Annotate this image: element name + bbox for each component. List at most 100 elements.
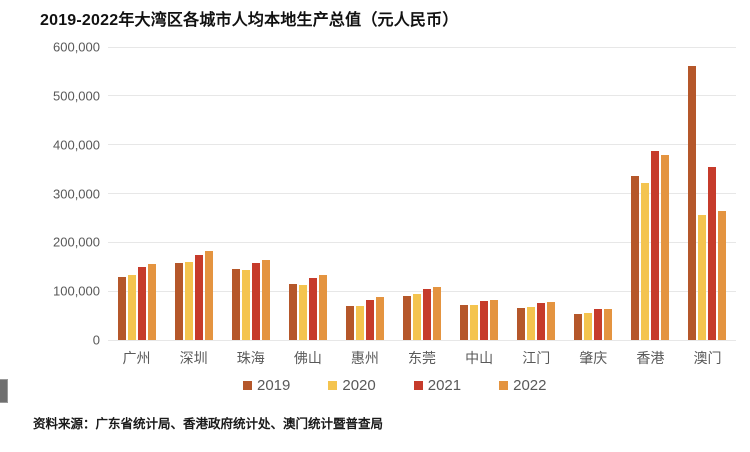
- y-tick-label: 400,000: [53, 137, 100, 153]
- y-tick-label: 300,000: [53, 186, 100, 201]
- bar-2020-惠州: [355, 305, 364, 340]
- bar-2022-广州: [147, 263, 156, 340]
- legend-swatch-icon: [499, 381, 509, 390]
- bar-group-东莞: [393, 47, 450, 340]
- y-tick-label: 100,000: [53, 283, 100, 299]
- bar-2020-广州: [127, 274, 136, 340]
- chart-legend: 2019 2020 2021 2022: [243, 377, 547, 394]
- bar-2019-澳门: [688, 65, 697, 340]
- bar-2022-中山: [490, 299, 499, 340]
- bar-2019-中山: [460, 305, 469, 340]
- bar-2021-中山: [480, 300, 489, 340]
- x-axis-label-惠州: 惠州: [350, 350, 379, 366]
- gridline: [108, 144, 736, 146]
- gridline: [108, 46, 736, 48]
- bar-2020-香港: [641, 183, 650, 340]
- gridline: [108, 95, 736, 97]
- bar-2020-深圳: [184, 261, 193, 340]
- bar-2022-香港: [661, 154, 670, 340]
- bar-2020-肇庆: [584, 313, 593, 340]
- bar-group-广州: [108, 47, 165, 340]
- bar-group-珠海: [222, 47, 279, 340]
- bar-groups: [108, 47, 736, 340]
- bar-group-澳门: [679, 47, 736, 340]
- source-note: 资料来源：广东省统计局、香港政府统计处、澳门统计暨普查局: [33, 417, 384, 431]
- y-tick-label: 0: [92, 332, 100, 348]
- bar-2019-江门: [517, 308, 526, 340]
- bar-2021-肇庆: [594, 309, 603, 340]
- bar-2022-珠海: [261, 260, 270, 340]
- legend-label: 2019: [257, 377, 291, 394]
- gridline: [108, 339, 736, 341]
- bar-2022-澳门: [718, 211, 727, 340]
- y-tick-label: 600,000: [53, 39, 100, 55]
- bar-2019-深圳: [174, 262, 183, 340]
- bar-2021-广州: [137, 266, 146, 340]
- y-axis: 0 100,000 200,000 300,000 400,000 500,000 600,…: [20, 40, 100, 348]
- legend-swatch-icon: [328, 381, 338, 390]
- bar-2021-东莞: [423, 289, 432, 340]
- x-axis-label-广州: 广州: [122, 350, 151, 366]
- bar-2019-珠海: [231, 268, 240, 340]
- bar-2021-香港: [651, 151, 660, 340]
- x-axis-label-深圳: 深圳: [179, 350, 208, 366]
- bar-2021-惠州: [365, 300, 374, 340]
- legend-item-2022: 2022: [499, 377, 547, 394]
- left-edge-artifact: [0, 379, 8, 403]
- bar-2020-佛山: [298, 285, 307, 340]
- bar-2021-珠海: [251, 263, 260, 340]
- x-axis-label-肇庆: 肇庆: [579, 350, 608, 366]
- bar-2022-江门: [547, 301, 556, 340]
- x-axis-label-江门: 江门: [522, 350, 551, 366]
- y-tick-label: 500,000: [53, 88, 100, 104]
- legend-item-2020: 2020: [328, 377, 376, 394]
- bar-2021-佛山: [308, 277, 317, 340]
- bar-2022-佛山: [318, 275, 327, 340]
- x-axis-label-香港: 香港: [636, 350, 665, 366]
- gridline: [108, 193, 736, 194]
- bar-2021-澳门: [708, 167, 717, 340]
- bar-2019-东莞: [403, 296, 412, 340]
- bar-2019-肇庆: [574, 314, 583, 340]
- gridline: [108, 241, 736, 243]
- x-axis-label-佛山: 佛山: [293, 350, 322, 366]
- bar-group-深圳: [165, 47, 222, 340]
- x-axis-label-东莞: 东莞: [408, 350, 437, 366]
- gridline: [108, 290, 736, 292]
- plot-area: [108, 46, 736, 341]
- bar-2022-东莞: [433, 287, 442, 340]
- bar-group-肇庆: [565, 47, 622, 340]
- bar-group-惠州: [336, 47, 393, 340]
- bar-2022-惠州: [375, 297, 384, 340]
- legend-label: 2021: [427, 377, 462, 394]
- legend-item-2019: 2019: [243, 377, 290, 394]
- bar-group-江门: [508, 47, 565, 340]
- x-axis: 广州 深圳 珠海 佛山 惠州 东莞 中山 江门 肇庆 香港 澳门: [108, 348, 736, 368]
- legend-swatch-icon: [413, 381, 423, 390]
- bar-2020-珠海: [241, 270, 250, 340]
- bar-group-佛山: [279, 47, 336, 340]
- legend-label: 2022: [513, 377, 547, 394]
- legend-item-2021: 2021: [413, 377, 462, 394]
- bar-group-香港: [622, 47, 679, 340]
- bar-2019-惠州: [345, 306, 354, 340]
- bar-2022-深圳: [204, 250, 213, 340]
- x-axis-label-中山: 中山: [465, 350, 494, 366]
- bar-group-中山: [451, 47, 508, 340]
- bar-2019-广州: [117, 276, 126, 340]
- x-axis-label-珠海: 珠海: [236, 350, 265, 366]
- chart-title: 2019-2022年大湾区各城市人均本地生产总值（元人民币）: [40, 12, 459, 29]
- legend-label: 2020: [342, 377, 376, 394]
- x-axis-label-澳门: 澳门: [693, 350, 722, 366]
- bar-2019-香港: [631, 176, 640, 340]
- legend-swatch-icon: [243, 381, 252, 390]
- bar-2020-东莞: [413, 294, 422, 340]
- bar-2020-澳门: [698, 214, 707, 340]
- bar-2020-中山: [470, 304, 479, 340]
- bar-2021-江门: [537, 303, 546, 340]
- bar-2020-江门: [527, 307, 536, 340]
- bar-2022-肇庆: [604, 308, 613, 340]
- bar-2019-佛山: [288, 284, 297, 340]
- bar-2021-深圳: [194, 255, 203, 340]
